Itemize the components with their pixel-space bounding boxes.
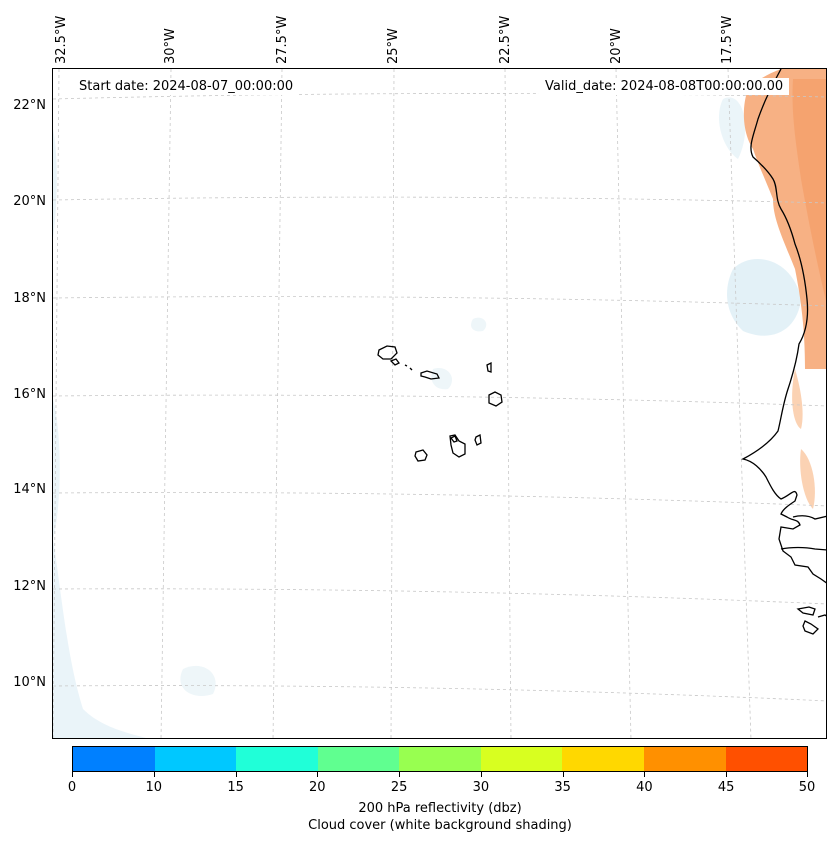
west-africa-coastline: [741, 69, 826, 635]
colorbar-segment-40-45: [643, 747, 726, 771]
lat-label-16n: 16°N: [13, 387, 46, 402]
lon-label-22-5w: 22.5°W: [498, 15, 513, 64]
colorbar-segment-45-50: [725, 747, 808, 771]
reflectivity-shading: [743, 69, 826, 509]
lon-label-32-5w: 32.5°W: [54, 15, 69, 64]
start-date-label: Start date: 2024-08-07_00:00:00: [73, 78, 300, 95]
colorbar-tick-mark: [807, 772, 808, 777]
colorbar-segment-35-40: [562, 747, 644, 771]
colorbar-tick-mark: [235, 772, 237, 777]
valid-date-label: Valid_date: 2024-08-08T00:00:00.00: [539, 78, 790, 95]
colorbar-tick-25: 25: [390, 780, 408, 795]
lon-label-17-5w: 17.5°W: [720, 15, 735, 64]
lon-label-25w: 25°W: [386, 28, 401, 64]
gridlines: [53, 69, 826, 738]
colorbar-segment-25-30: [399, 747, 481, 771]
colorbar-segment-10-15: [154, 747, 237, 771]
colorbar-segment-20-25: [317, 747, 400, 771]
colorbar-tick-mark: [72, 772, 73, 777]
lat-label-22n: 22°N: [13, 98, 46, 113]
lon-label-20w: 20°W: [609, 28, 624, 64]
colorbar-tick-45: 45: [717, 780, 735, 795]
colorbar-tick-mark: [399, 772, 401, 777]
lon-label-30w: 30°W: [163, 28, 178, 64]
colorbar-tick-mark: [562, 772, 564, 777]
colorbar-segment-15-20: [236, 747, 318, 771]
colorbar-tick-0: 0: [67, 780, 77, 795]
colorbar-tick-35: 35: [554, 780, 571, 795]
colorbar-tick-15: 15: [227, 780, 244, 795]
cloud-cover-shading: [53, 97, 801, 738]
colorbar-tick-mark: [644, 772, 646, 777]
colorbar-tick-30: 30: [472, 780, 490, 795]
colorbar-tick-mark: [153, 772, 155, 777]
lon-label-27-5w: 27.5°W: [275, 15, 290, 64]
reflectivity-colorbar: [72, 746, 808, 772]
lat-label-12n: 12°N: [13, 579, 46, 594]
colorbar-tick-mark: [317, 772, 319, 777]
colorbar-segment-0-10: [73, 747, 155, 771]
colorbar-sublabel: Cloud cover (white background shading): [308, 818, 572, 833]
map-canvas: [53, 69, 826, 738]
colorbar-tick-mark: [726, 772, 728, 777]
colorbar-tick-50: 50: [798, 780, 816, 795]
lat-label-14n: 14°N: [13, 482, 46, 497]
colorbar-tick-10: 10: [145, 780, 163, 795]
colorbar-tick-20: 20: [309, 780, 326, 795]
cape-verde-islands: [377, 345, 503, 462]
map-panel[interactable]: Start date: 2024-08-07_00:00:00 Valid_da…: [52, 68, 827, 739]
lat-label-10n: 10°N: [13, 675, 46, 690]
colorbar-tick-40: 40: [636, 780, 653, 795]
colorbar-segment-30-35: [480, 747, 563, 771]
colorbar-label: 200 hPa reflectivity (dbz): [358, 801, 522, 816]
lat-label-20n: 20°N: [13, 194, 46, 209]
colorbar-tick-mark: [480, 772, 482, 777]
lat-label-18n: 18°N: [13, 291, 46, 306]
